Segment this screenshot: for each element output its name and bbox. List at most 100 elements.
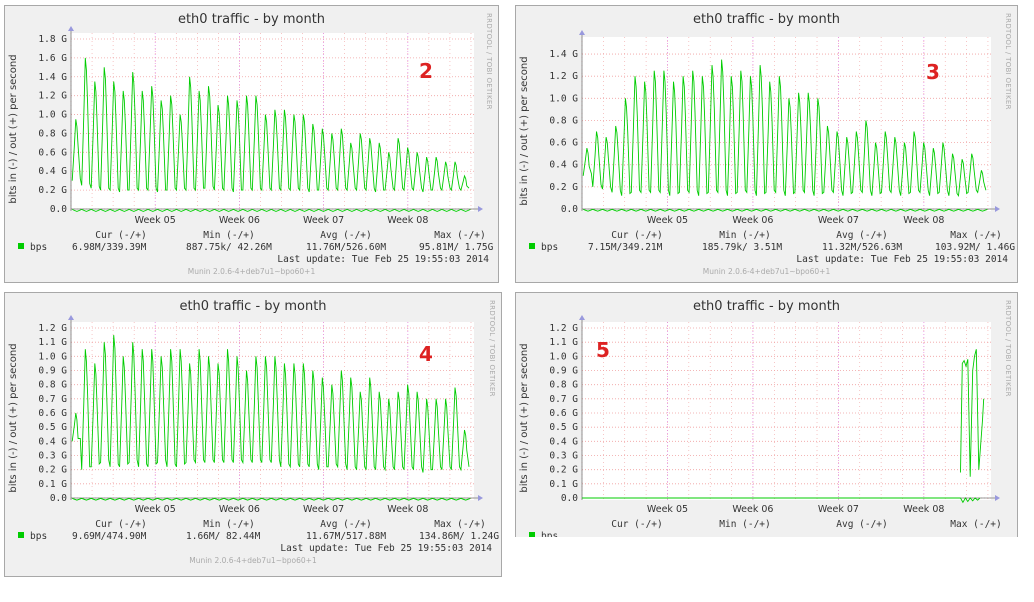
series-in-line [72,497,471,501]
y-tick-label: 0.8 G [38,380,67,391]
series-out-line [71,335,470,473]
legend-swatch [529,243,535,249]
legend-header: Max (-/+) [950,230,1001,241]
legend-header: Max (-/+) [434,519,485,530]
x-tick-label: Week 07 [303,215,344,226]
y-tick-label: 0.0 [561,204,578,215]
y-axis-arrow [68,315,74,320]
panel-number: 2 [419,59,433,83]
chart-panel-4: 0.0 0.1 G 0.2 G 0.3 G 0.4 G 0.5 G 0.6 G 0.7 G 0.… [4,292,502,577]
y-tick-label: 1.1 G [549,337,578,348]
series-in-line [960,497,981,504]
series-out-line [960,349,985,477]
chart-title: eth0 traffic - by month [179,299,326,314]
legend-header: Min (-/+) [719,519,770,530]
chart-svg: 0.0 0.1 G 0.2 G 0.3 G 0.4 G 0.5 G 0.6 G 0.7 G 0.… [515,292,1018,537]
y-tick-label: 0.0 [50,493,67,504]
x-tick-label: Week 06 [219,215,260,226]
y-tick-label: 1.4 G [38,72,67,83]
x-tick-label: Week 08 [903,215,944,226]
y-tick-label: 1.1 G [38,337,67,348]
y-tick-label: 1.2 G [549,71,578,82]
chart-panel-2: 0.0 0.2 G 0.4 G 0.6 G 0.8 G 1.0 G 1.2 G 1.4 G 1.… [4,5,499,283]
legend-header: Cur (-/+) [611,519,662,530]
legend-header: Avg (-/+) [836,230,887,241]
y-tick-label: 1.8 G [38,34,67,45]
y-tick-label: 0.6 G [38,147,67,158]
y-tick-label: 0.4 G [38,436,67,447]
y-tick-label: 0.6 G [549,138,578,149]
legend-value: 1.66M/ 82.44M [186,531,261,542]
y-axis-arrow [68,26,74,31]
last-update: Last update: Tue Feb 25 19:55:03 2014 [277,254,489,265]
y-tick-label: 1.4 G [549,49,578,60]
series-in-line [583,208,988,212]
plot-area [582,322,991,500]
y-tick-label: 1.0 G [549,351,578,362]
series-out-line [582,59,987,197]
legend-value: 185.79k/ 3.51M [702,242,782,253]
legend-value: 887.75k/ 42.26M [186,242,272,253]
plot-area [582,37,991,211]
x-axis-arrow [995,206,1000,212]
y-tick-label: 1.2 G [38,323,67,334]
y-axis-arrow [579,30,585,35]
x-tick-label: Week 05 [135,215,176,226]
legend-value: 11.32M/526.63M [822,242,902,253]
legend-swatch [18,243,24,249]
legend-label: bps [541,242,558,253]
y-tick-label: 0.7 G [549,394,578,405]
y-tick-label: 0.2 G [549,182,578,193]
y-tick-label: 0.9 G [38,366,67,377]
y-tick-label: 0.4 G [549,436,578,447]
y-tick-label: 0.6 G [549,408,578,419]
y-tick-label: 0.0 [50,204,67,215]
legend-header: Max (-/+) [434,230,485,241]
y-tick-label: 0.3 G [38,451,67,462]
y-tick-label: 1.6 G [38,53,67,64]
legend-value: 7.15M/349.21M [588,242,663,253]
legend-label: bps [30,242,47,253]
x-tick-label: Week 07 [303,504,344,515]
chart-panel-3: 0.0 0.2 G 0.4 G 0.6 G 0.8 G 1.0 G 1.2 G 1.4 G We… [515,5,1018,283]
y-axis-label: bits in (-) / out (+) per second [8,54,19,203]
y-tick-label: 0.7 G [38,394,67,405]
x-axis-arrow [995,495,1000,501]
y-tick-label: 0.3 G [549,451,578,462]
legend-value: 134.86M/ 1.24G [419,531,499,542]
y-axis-label: bits in (-) / out (+) per second [519,343,530,492]
y-tick-label: 0.8 G [549,380,578,391]
last-update: Last update: Tue Feb 25 19:55:03 2014 [796,254,1008,265]
legend-value: 11.76M/526.60M [306,242,386,253]
last-update: Last update: Tue Feb 25 19:55:03 2014 [280,543,492,554]
chart-title: eth0 traffic - by month [693,12,840,27]
y-tick-label: 0.8 G [549,115,578,126]
x-tick-label: Week 07 [818,504,859,515]
y-tick-label: 1.0 G [38,351,67,362]
y-tick-label: 0.4 G [38,166,67,177]
panel-number: 4 [419,342,433,366]
legend-header: Max (-/+) [950,519,1001,530]
x-tick-label: Week 08 [387,215,428,226]
legend-swatch [529,532,535,537]
rrdtool-credit: RRDTOOL / TOBI OETIKER [488,300,496,397]
legend-header: Avg (-/+) [320,230,371,241]
chart-title: eth0 traffic - by month [178,12,325,27]
munin-version: Munin 2.0.6-4+deb7u1~bpo60+1 [703,267,831,276]
rrdtool-credit: RRDTOOL / TOBI OETIKER [1004,13,1012,110]
plot-area [71,322,474,500]
y-tick-label: 0.5 G [38,422,67,433]
munin-version: Munin 2.0.6-4+deb7u1~bpo60+1 [188,267,316,276]
chart-svg: 0.0 0.2 G 0.4 G 0.6 G 0.8 G 1.0 G 1.2 G 1.4 G 1.… [4,5,499,283]
y-tick-label: 0.2 G [38,465,67,476]
chart-panel-5: 0.0 0.1 G 0.2 G 0.3 G 0.4 G 0.5 G 0.6 G 0.7 G 0.… [515,292,1018,537]
munin-version: Munin 2.0.6-4+deb7u1~bpo60+1 [189,556,317,565]
x-tick-label: Week 06 [732,215,773,226]
chart-svg: 0.0 0.2 G 0.4 G 0.6 G 0.8 G 1.0 G 1.2 G 1.4 G We… [515,5,1018,283]
legend-header: Cur (-/+) [611,230,662,241]
y-tick-label: 0.6 G [38,408,67,419]
y-axis-arrow [579,315,585,320]
y-tick-label: 0.1 G [38,479,67,490]
y-tick-label: 1.2 G [38,91,67,102]
x-tick-label: Week 05 [647,215,688,226]
